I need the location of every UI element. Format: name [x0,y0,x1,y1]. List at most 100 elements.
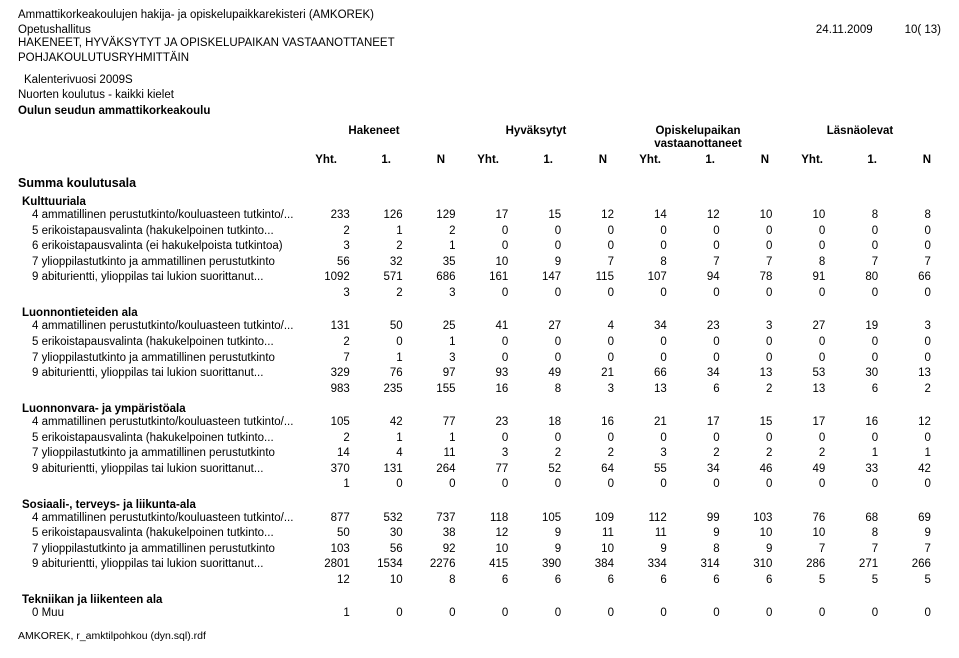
cell-value: 68 [835,511,888,527]
cell-value: 0 [888,477,941,493]
row-values: 3297697934921663413533013 [307,366,941,382]
cell-value: 42 [888,462,941,478]
cell-value: 94 [677,270,730,286]
cell-value: 0 [518,431,571,447]
cell-value: 0 [782,224,835,240]
cell-value: 0 [835,239,888,255]
cell-value: 0 [835,335,888,351]
cell-value: 2 [413,224,466,240]
cell-value: 3 [413,351,466,367]
cell-value: 56 [307,255,360,271]
subcols-1: Yht. 1. N [293,154,455,166]
cell-value: 131 [360,462,413,478]
cell-value: 0 [624,606,677,622]
cell-value: 77 [413,415,466,431]
cell-value: 2 [888,382,941,398]
table-row: 4 ammatillinen perustutkinto/kouluasteen… [18,319,941,335]
cell-value: 115 [571,270,624,286]
cell-value: 7 [782,542,835,558]
cell-value: 0 [835,224,888,240]
cell-value: 0 [518,335,571,351]
table-total-row: 100000000000 [18,477,941,493]
cell-value: 14 [624,208,677,224]
cell-value: 0 [624,239,677,255]
cell-value: 50 [360,319,413,335]
table-row: 4 ammatillinen perustutkinto/kouluasteen… [18,511,941,527]
row-values: 1054277231816211715171612 [307,415,941,431]
cell-value: 129 [413,208,466,224]
section-heading: Luonnonvara- ja ympäristöala [22,403,941,415]
table-row: 9 abiturientti, ylioppilas tai lukion su… [18,462,941,478]
table-total-row: 323000000000 [18,286,941,302]
row-label: 7 ylioppilastutkinto ja ammatillinen per… [18,255,307,271]
row-label: 0 Muu [18,606,307,622]
cell-value: 532 [360,511,413,527]
cell-value: 8 [888,208,941,224]
cell-value: 42 [360,415,413,431]
table-row: 7 ylioppilastutkinto ja ammatillinen per… [18,255,941,271]
column-sub-headers: Yht. 1. N Yht. 1. N Yht. 1. N Yht. 1. N [18,154,941,166]
cell-value: 12 [888,415,941,431]
cell-value: 1 [360,224,413,240]
row-label: 7 ylioppilastutkinto ja ammatillinen per… [18,542,307,558]
cell-value: 0 [624,431,677,447]
cell-value: 8 [782,255,835,271]
cell-value: 0 [888,606,941,622]
cell-value: 147 [518,270,571,286]
row-label: 9 abiturientti, ylioppilas tai lukion su… [18,270,307,286]
cell-value: 155 [413,382,466,398]
cell-value: 12 [465,526,518,542]
cell-value: 4 [360,446,413,462]
cell-value: 6 [835,382,888,398]
cell-value: 80 [835,270,888,286]
row-values: 87753273711810510911299103766869 [307,511,941,527]
row-label: 5 erikoistapausvalinta (hakukelpoinen tu… [18,224,307,240]
cell-value: 0 [782,351,835,367]
cell-value: 3 [465,446,518,462]
cell-value: 8 [677,542,730,558]
cell-value: 2 [730,382,783,398]
cell-value: 34 [677,462,730,478]
cell-value: 3 [571,382,624,398]
row-values: 50303812911119101089 [307,526,941,542]
cell-value: 17 [677,415,730,431]
colgroup-hyvaksytyt: Hyväksytyt [455,125,617,150]
colgroup-hakeneet: Hakeneet [293,125,455,150]
cell-value: 2 [571,446,624,462]
row-values: 280115342276415390384334314310286271266 [307,557,941,573]
cell-value: 0 [677,286,730,302]
cell-value: 118 [465,511,518,527]
cell-value: 10 [465,542,518,558]
header-scope: Nuorten koulutus - kaikki kielet [18,88,941,104]
row-label: 4 ammatillinen perustutkinto/kouluasteen… [18,415,307,431]
cell-value: 9 [518,255,571,271]
cell-value: 109 [571,511,624,527]
cell-value: 0 [888,286,941,302]
cell-value: 41 [465,319,518,335]
header-school: Oulun seudun ammattikorkeakoulu [18,104,941,120]
cell-value: 11 [413,446,466,462]
row-values: 10925716861611471151079478918066 [307,270,941,286]
section-heading: Tekniikan ja liikenteen ala [22,594,941,606]
cell-value: 50 [307,526,360,542]
cell-value: 2801 [307,557,360,573]
cell-value: 0 [782,606,835,622]
cell-value: 0 [518,286,571,302]
cell-value: 12 [677,208,730,224]
cell-value: 0 [730,239,783,255]
cell-value: 686 [413,270,466,286]
row-label: 4 ammatillinen perustutkinto/kouluasteen… [18,511,307,527]
cell-value: 310 [730,557,783,573]
subcol: 1. [509,154,563,166]
subcol: 1. [671,154,725,166]
row-values: 1315025412743423327193 [307,319,941,335]
header-title2: POHJAKOULUTUSRYHMITTÄIN [18,51,941,67]
subcol: 1. [347,154,401,166]
cell-value: 1 [413,239,466,255]
cell-value: 0 [624,351,677,367]
cell-value: 5 [782,573,835,589]
header-date: 24.11.2009 [816,24,873,36]
row-values: 713000000000 [307,351,941,367]
cell-value: 3 [624,446,677,462]
section-heading: Kulttuuriala [22,196,941,208]
